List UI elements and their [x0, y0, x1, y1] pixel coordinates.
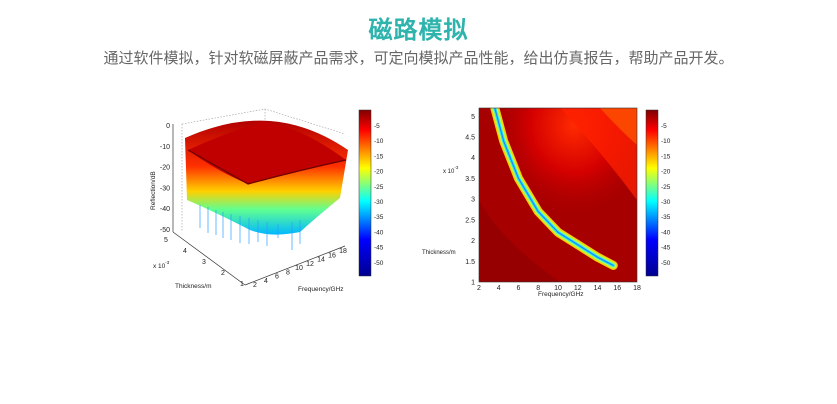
surface-thickness-tick: 1: [240, 281, 244, 288]
colorbar-tick: -10: [661, 138, 671, 145]
heatmap-x-tick: 2: [477, 285, 481, 292]
surface-frequency-tick: 2: [253, 282, 257, 289]
heatmap-x-tick: 18: [633, 285, 641, 292]
colorbar-tick: -25: [661, 184, 671, 191]
surface-frequency-tick: 18: [339, 248, 347, 255]
surface-thickness-ticks: 5 4 3 2 1: [164, 237, 244, 288]
surface-frequency-tick: 12: [306, 261, 314, 268]
colorbar-tick: -20: [374, 169, 384, 176]
heatmap-y-tick: 5: [471, 114, 475, 121]
surface-frequency-tick: 4: [264, 278, 268, 285]
heatmap-plot: 54.543.532.521.51 2 4 6 8 10 12 14 16 18 x 10-3 …: [422, 107, 671, 298]
heatmap-y-ticks: 5 4.5 4 3.5 3 2.5 2 1.5 1: [465, 114, 475, 287]
surface-plot: 0 -10 -20 -30 -40 -50 Reflection/dB 5 4 3 2 1 x 1…: [150, 108, 384, 293]
heatmap-y-tick: 4.5: [465, 135, 475, 142]
heatmap-x-tick: 10: [554, 285, 562, 292]
colorbar-tick: -50: [374, 260, 384, 267]
heatmap-y-tick: 3: [471, 197, 475, 204]
heatmap-frame: [478, 107, 638, 283]
surface-z-tick: 0: [166, 123, 170, 130]
heatmap-y-tick: 4: [471, 155, 475, 162]
heatmap-y-tick: 2.5: [465, 217, 475, 224]
page-subtitle: 通过软件模拟，针对软磁屏蔽产品需求，可定向模拟产品性能，给出仿真报告，帮助产品开…: [103, 49, 734, 67]
surface-spikes: [199, 205, 301, 250]
surface-z-label: Reflection/dB: [150, 171, 157, 210]
surface-frequency-tick: 10: [295, 265, 303, 272]
colorbar-tick: -15: [374, 153, 384, 160]
surface-z-tick: -40: [160, 206, 170, 213]
surface-z-ticks: 0 -10 -20 -30 -40 -50: [160, 123, 170, 234]
surface-z-tick: -10: [160, 144, 170, 151]
surface-thickness-tick: 4: [183, 248, 187, 255]
surface-thickness-tick: 5: [164, 237, 168, 244]
heatmap-y-tick: 1.5: [465, 259, 475, 266]
heatmap-x-tick: 4: [497, 285, 501, 292]
surface-thickness-tick: 2: [221, 270, 225, 277]
heatmap-y-tick: 3.5: [465, 176, 475, 183]
colorbar-tick: -20: [661, 169, 671, 176]
heatmap-y-tick: 2: [471, 238, 475, 245]
surface-frequency-tick: 16: [328, 252, 336, 259]
heatmap-y-tick: 1: [471, 280, 475, 287]
surface-colorbar-ticks: -5 -10 -15 -20 -25 -30 -35 -40 -45 -50: [374, 123, 384, 267]
heatmap-x-tick: 14: [594, 285, 602, 292]
colorbar-tick: -50: [661, 260, 671, 267]
heatmap-x-tick: 16: [613, 285, 621, 292]
heatmap-x-ticks: 2 4 6 8 10 12 14 16 18: [477, 285, 641, 292]
surface-z-tick: -20: [160, 165, 170, 172]
heatmap-y-multiplier: x 10-3: [443, 165, 459, 175]
surface-depth-label: Thickness/m: [175, 283, 211, 290]
heatmap-y-label: Thickness/m: [422, 250, 456, 256]
heatmap-x-tick: 8: [536, 285, 540, 292]
heatmap-colorbar-ticks: -5 -10 -15 -20 -25 -30 -35 -40 -45 -50: [661, 123, 671, 267]
colorbar-tick: -45: [374, 245, 384, 252]
surface-z-tick: -30: [160, 185, 170, 192]
colorbar-tick: -5: [374, 123, 380, 130]
heatmap-minimum-band: [490, 108, 618, 270]
surface-frequency-tick: 14: [317, 257, 325, 264]
colorbar-tick: -40: [661, 229, 671, 236]
heatmap-colorbar: [645, 109, 659, 277]
heatmap-x-tick: 12: [574, 285, 582, 292]
surface-x-label: Frequency/GHz: [298, 286, 344, 293]
colorbar-tick: -15: [661, 153, 671, 160]
colorbar-tick: -35: [374, 214, 384, 221]
surface-frequency-tick: 8: [286, 269, 290, 276]
surface-z-tick: -50: [160, 227, 170, 234]
heatmap-x-tick: 6: [517, 285, 521, 292]
colorbar-tick: -40: [374, 229, 384, 236]
colorbar-tick: -25: [374, 184, 384, 191]
surface-colorbar: [358, 109, 372, 277]
colorbar-tick: -35: [661, 214, 671, 221]
surface-thickness-multiplier: x 10-3: [153, 260, 170, 270]
colorbar-tick: -30: [374, 199, 384, 206]
colorbar-tick: -30: [661, 199, 671, 206]
surface-axes: [172, 124, 346, 286]
surface-frequency-tick: 6: [275, 274, 279, 281]
heatmap-band-layer-3: [494, 108, 614, 266]
colorbar-tick: -5: [661, 123, 667, 130]
colorbar-tick: -45: [661, 245, 671, 252]
colorbar-tick: -10: [374, 138, 384, 145]
page-title: 磁路模拟: [368, 16, 469, 44]
heatmap-x-label: Frequency/GHz: [538, 291, 584, 298]
surface-thickness-tick: 3: [202, 259, 206, 266]
